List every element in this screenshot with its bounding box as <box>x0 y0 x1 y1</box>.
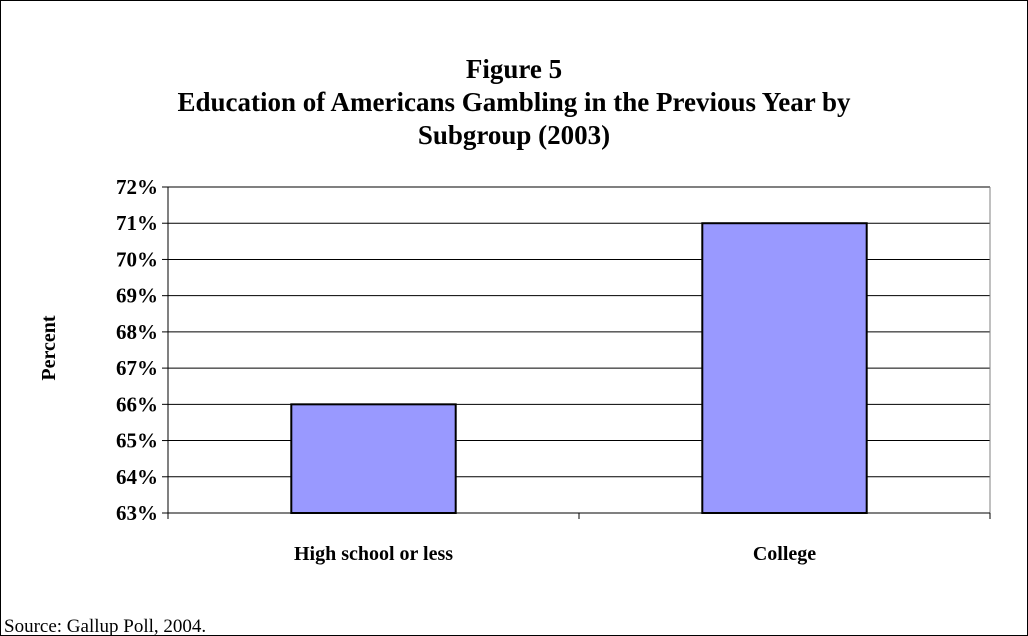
y-tick-label: 67% <box>116 356 158 380</box>
chart-title-line-1: Figure 5 <box>466 54 562 84</box>
chart-title-line-3: Subgroup (2003) <box>418 120 610 150</box>
tick-labels: 63% 64% 65% 66% 67% 68% 69% 70% 71% 72% High schoo… <box>116 175 816 565</box>
bar <box>701 222 868 514</box>
x-tick-label: College <box>753 543 816 565</box>
chart-title-line-2: Education of Americans Gambling in the P… <box>177 87 851 117</box>
y-tick-label: 69% <box>116 284 158 308</box>
y-tick-label: 63% <box>116 501 158 525</box>
bar <box>290 403 457 515</box>
y-tick-label: 64% <box>116 465 158 489</box>
y-tick-label: 71% <box>116 211 158 235</box>
y-tick-label: 68% <box>116 320 158 344</box>
y-tick-label: 65% <box>116 429 158 453</box>
source-note: Source: Gallup Poll, 2004. <box>4 616 206 636</box>
y-tick-label: 70% <box>116 247 158 271</box>
bars <box>290 222 868 515</box>
x-tick-label: High school or less <box>294 543 453 565</box>
y-axis-label: Percent <box>38 315 60 380</box>
axes <box>162 186 991 519</box>
y-tick-label: 66% <box>116 392 158 416</box>
y-tick-label: 72% <box>116 175 158 199</box>
